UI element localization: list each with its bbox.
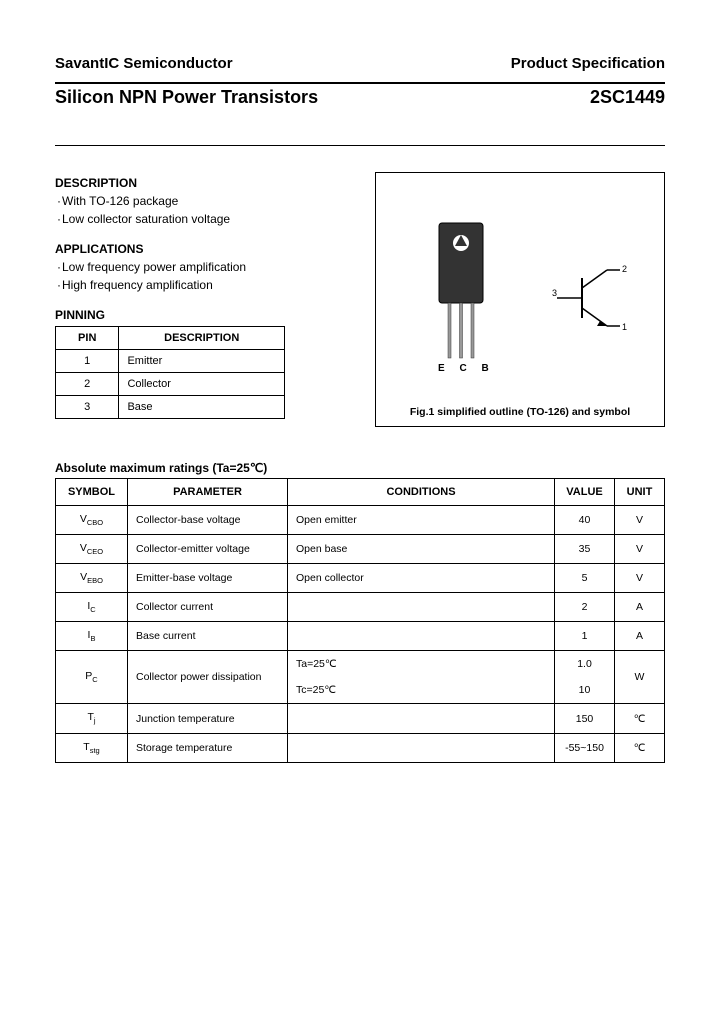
col-parameter: PARAMETER bbox=[128, 479, 288, 506]
ratings-table: SYMBOL PARAMETER CONDITIONS VALUE UNIT V… bbox=[55, 478, 665, 763]
table-row: VCBO Collector-base voltage Open emitter… bbox=[56, 506, 665, 535]
pinning-table: PIN DESCRIPTION 1 Emitter 2 Collector 3 … bbox=[55, 326, 285, 419]
table-row: SYMBOL PARAMETER CONDITIONS VALUE UNIT bbox=[56, 479, 665, 506]
cell: 1.0 bbox=[555, 651, 615, 678]
cell: V bbox=[615, 535, 665, 564]
cell: Collector bbox=[119, 373, 285, 396]
table-row: Tstg Storage temperature -55~150 ℃ bbox=[56, 733, 665, 762]
page-header: SavantIC Semiconductor Product Specifica… bbox=[55, 55, 665, 72]
col-symbol: SYMBOL bbox=[56, 479, 128, 506]
cell: V bbox=[615, 564, 665, 593]
table-row: Tj Junction temperature 150 ℃ bbox=[56, 704, 665, 733]
cell: Emitter-base voltage bbox=[128, 564, 288, 593]
cell: PC bbox=[56, 651, 128, 704]
left-column: DESCRIPTION With TO-126 package Low coll… bbox=[55, 176, 335, 419]
cell: Base bbox=[119, 396, 285, 419]
cell: Ta=25℃ bbox=[288, 651, 555, 678]
cell: 2 bbox=[555, 593, 615, 622]
title-bar: Silicon NPN Power Transistors 2SC1449 bbox=[55, 84, 665, 111]
table-row: IB Base current 1 A bbox=[56, 622, 665, 651]
cell: Collector current bbox=[128, 593, 288, 622]
table-row: 1 Emitter bbox=[56, 350, 285, 373]
table-row: PC Collector power dissipation Ta=25℃ 1.… bbox=[56, 651, 665, 678]
cell: -55~150 bbox=[555, 733, 615, 762]
cell: 5 bbox=[555, 564, 615, 593]
cell: 150 bbox=[555, 704, 615, 733]
cell bbox=[288, 622, 555, 651]
cell: VCBO bbox=[56, 506, 128, 535]
svg-text:2: 2 bbox=[622, 264, 627, 274]
title-right: 2SC1449 bbox=[590, 87, 665, 108]
cell: 40 bbox=[555, 506, 615, 535]
cell: 3 bbox=[56, 396, 119, 419]
pinning-heading: PINNING bbox=[55, 308, 335, 322]
svg-text:3: 3 bbox=[552, 288, 557, 298]
pin-labels: E C B bbox=[438, 363, 495, 374]
company-name: SavantIC Semiconductor bbox=[55, 55, 233, 72]
cell: 10 bbox=[555, 677, 615, 704]
cell: IB bbox=[56, 622, 128, 651]
figure-box: E C B 2 3 1 Fig.1 simplified outline (TO… bbox=[375, 172, 665, 427]
ratings-heading: Absolute maximum ratings (Ta=25℃) bbox=[55, 461, 665, 475]
cell bbox=[288, 704, 555, 733]
col-unit: UNIT bbox=[615, 479, 665, 506]
cell: Tc=25℃ bbox=[288, 677, 555, 704]
list-item: High frequency amplification bbox=[57, 276, 335, 294]
cell: 2 bbox=[56, 373, 119, 396]
cell bbox=[288, 733, 555, 762]
table-row: 2 Collector bbox=[56, 373, 285, 396]
title-left: Silicon NPN Power Transistors bbox=[55, 87, 318, 108]
cell: VEBO bbox=[56, 564, 128, 593]
cell: Storage temperature bbox=[128, 733, 288, 762]
cell: VCEO bbox=[56, 535, 128, 564]
cell: Open collector bbox=[288, 564, 555, 593]
cell: Tj bbox=[56, 704, 128, 733]
cell: Collector-emitter voltage bbox=[128, 535, 288, 564]
cell bbox=[288, 593, 555, 622]
cell: ℃ bbox=[615, 704, 665, 733]
cell: W bbox=[615, 651, 665, 704]
cell: IC bbox=[56, 593, 128, 622]
cell: V bbox=[615, 506, 665, 535]
cell: Tstg bbox=[56, 733, 128, 762]
cell: ℃ bbox=[615, 733, 665, 762]
col-conditions: CONDITIONS bbox=[288, 479, 555, 506]
table-row: IC Collector current 2 A bbox=[56, 593, 665, 622]
cell: A bbox=[615, 593, 665, 622]
cell: Junction temperature bbox=[128, 704, 288, 733]
applications-list: Low frequency power amplification High f… bbox=[55, 258, 335, 294]
cell: Collector power dissipation bbox=[128, 651, 288, 704]
to126-package-icon bbox=[431, 218, 491, 368]
col-pin: PIN bbox=[56, 327, 119, 350]
figure-caption: Fig.1 simplified outline (TO-126) and sy… bbox=[376, 406, 664, 418]
cell: 1 bbox=[56, 350, 119, 373]
col-value: VALUE bbox=[555, 479, 615, 506]
list-item: With TO-126 package bbox=[57, 192, 335, 210]
description-heading: DESCRIPTION bbox=[55, 176, 335, 190]
table-row: VCEO Collector-emitter voltage Open base… bbox=[56, 535, 665, 564]
cell: Emitter bbox=[119, 350, 285, 373]
list-item: Low collector saturation voltage bbox=[57, 210, 335, 228]
table-row: PIN DESCRIPTION bbox=[56, 327, 285, 350]
col-desc: DESCRIPTION bbox=[119, 327, 285, 350]
description-list: With TO-126 package Low collector satura… bbox=[55, 192, 335, 228]
table-row: 3 Base bbox=[56, 396, 285, 419]
table-row: VEBO Emitter-base voltage Open collector… bbox=[56, 564, 665, 593]
cell: Open base bbox=[288, 535, 555, 564]
doc-type: Product Specification bbox=[511, 55, 665, 72]
cell: Open emitter bbox=[288, 506, 555, 535]
transistor-symbol-icon: 2 3 1 bbox=[552, 258, 632, 338]
applications-heading: APPLICATIONS bbox=[55, 242, 335, 256]
list-item: Low frequency power amplification bbox=[57, 258, 335, 276]
cell: Base current bbox=[128, 622, 288, 651]
svg-text:1: 1 bbox=[622, 322, 627, 332]
cell: 1 bbox=[555, 622, 615, 651]
cell: Collector-base voltage bbox=[128, 506, 288, 535]
cell: A bbox=[615, 622, 665, 651]
cell: 35 bbox=[555, 535, 615, 564]
